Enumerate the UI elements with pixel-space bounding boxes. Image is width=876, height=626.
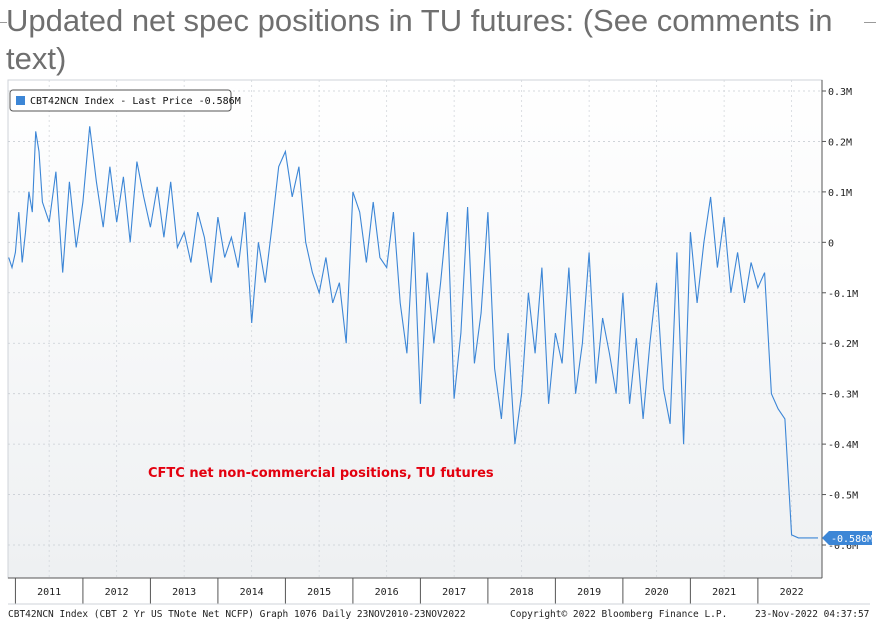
y-tick-label: -0.6M <box>828 541 858 552</box>
y-axis-ticks: 0.3M 0.2M 0.1M 0 -0.1M -0.2M -0.3M -0.4M -0.5M -0… <box>822 87 858 552</box>
last-value-tag <box>822 530 872 545</box>
y-tick-label: -0.5M <box>828 491 858 502</box>
x-tick-label: 2014 <box>240 587 264 598</box>
bloomberg-chart: 0.3M 0.2M 0.1M 0 -0.1M -0.2M -0.3M -0.4M -0.5M -0… <box>7 79 873 620</box>
x-tick-label: 2016 <box>375 587 399 598</box>
grid-lines <box>8 90 822 546</box>
legend-swatch <box>16 96 25 105</box>
legend-label: CBT42NCN Index - Last Price -0.586M <box>30 96 241 107</box>
x-tick-label: 2019 <box>577 587 601 598</box>
x-tick-label: 2020 <box>645 587 669 598</box>
x-tick-label: 2015 <box>307 587 331 598</box>
title-rule-right <box>864 22 876 23</box>
x-tick-label: 2017 <box>442 587 466 598</box>
y-tick-label: -0.3M <box>828 390 858 401</box>
x-tick-label: 2013 <box>172 587 196 598</box>
x-tick-label: 2018 <box>510 587 534 598</box>
last-value-marker: -0.586M <box>822 530 873 545</box>
x-tick-label: 2021 <box>712 587 736 598</box>
x-tick-label: 2022 <box>780 587 804 598</box>
series-line <box>8 126 818 539</box>
slide-title: Updated net spec positions in TU futures… <box>6 3 833 76</box>
footer-timestamp: 23-Nov-2022 04:37:57 <box>755 609 869 620</box>
footer-left: CBT42NCN Index (CBT 2 Yr US TNote Net NC… <box>8 609 466 620</box>
legend-box: CBT42NCN Index - Last Price -0.586M <box>9 89 241 112</box>
y-tick-label: -0.4M <box>828 440 858 451</box>
x-tick-label: 2012 <box>105 587 129 598</box>
title-rule-left <box>0 22 7 23</box>
y-tick-label: 0.1M <box>828 188 852 199</box>
y-tick-label: 0.2M <box>828 137 852 148</box>
last-value-label: -0.586M <box>831 534 873 545</box>
y-tick-label: -0.1M <box>828 289 858 300</box>
y-tick-label: -0.2M <box>828 339 858 350</box>
x-tick-label: 2011 <box>37 587 61 598</box>
footer-copyright: Copyright© 2022 Bloomberg Finance L.P. <box>510 609 727 620</box>
chart-annotation: CFTC net non-commercial positions, TU fu… <box>148 466 494 481</box>
x-axis-ticks: 2011 2012 2013 2014 2015 2016 2017 2018 2019 2020… <box>14 578 804 604</box>
year-separators <box>48 80 793 578</box>
y-tick-label: 0 <box>828 238 834 249</box>
plot-area <box>7 79 823 579</box>
y-tick-label: 0.3M <box>828 87 852 98</box>
